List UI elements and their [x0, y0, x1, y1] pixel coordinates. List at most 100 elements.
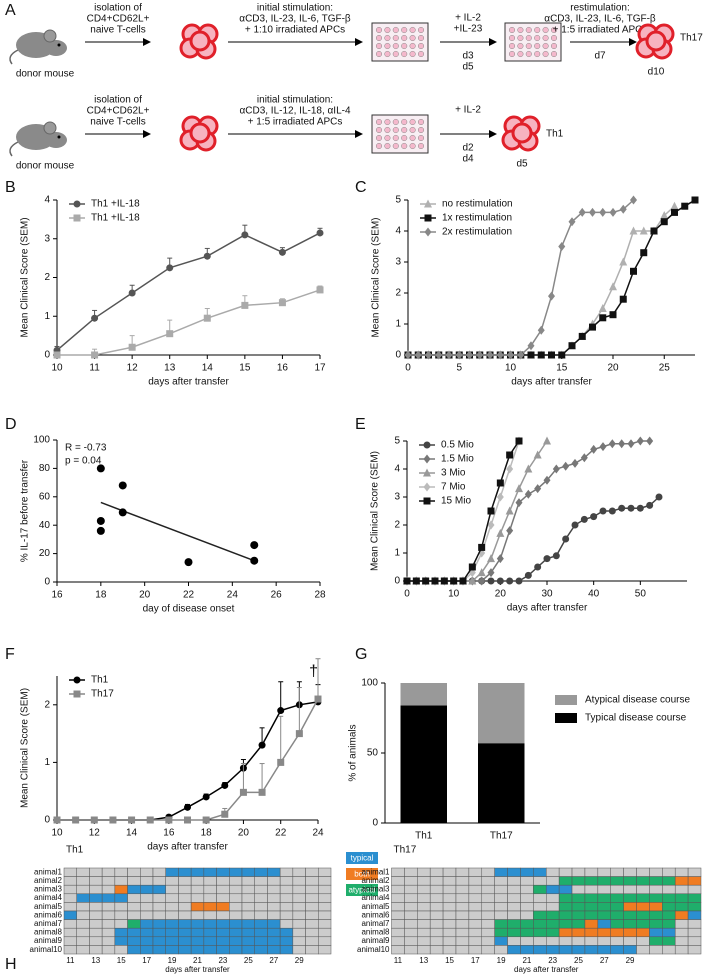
empty-cell [429, 876, 444, 886]
well [392, 34, 399, 42]
x-tick-label: 12 [127, 363, 139, 374]
y-tick-label: 40 [39, 520, 51, 531]
legend-label: typical [351, 854, 374, 863]
marker [450, 577, 458, 585]
marker [424, 227, 432, 237]
cell [687, 910, 702, 920]
panel-letter: E [355, 416, 366, 433]
bar-segment [478, 683, 525, 744]
empty-cell [442, 867, 457, 877]
empty-cell [649, 867, 663, 877]
empty-cell [127, 876, 141, 886]
label: αCD3, IL-12, IL-18, αIL-4 [239, 106, 350, 117]
cell [597, 945, 611, 955]
well [384, 26, 391, 34]
well [384, 34, 391, 42]
bar-segment [478, 743, 525, 823]
row-label: animal9 [34, 936, 63, 945]
empty-cell [674, 927, 689, 938]
empty-cell [89, 884, 103, 895]
marker [487, 520, 495, 530]
empty-cell [63, 927, 77, 938]
empty-cell [533, 876, 547, 886]
cell [165, 927, 179, 938]
x-tick-label: 16 [163, 828, 175, 839]
x-tick-label: 22 [275, 828, 287, 839]
empty-cell [292, 919, 306, 929]
cell-cluster [501, 115, 541, 152]
cell [636, 927, 650, 938]
marker [515, 484, 523, 493]
empty-cell [520, 884, 534, 895]
cell [189, 30, 211, 52]
cell [190, 902, 205, 912]
empty-cell [76, 927, 90, 938]
cell [597, 902, 611, 912]
marker [166, 264, 174, 272]
cell [520, 867, 534, 877]
empty-cell [417, 910, 431, 920]
empty-cell [391, 936, 405, 946]
cell [546, 927, 560, 938]
x-tick-label: 17 [142, 956, 151, 965]
label: CD4+CD62L+ [87, 106, 150, 117]
cell [571, 910, 586, 920]
marker [548, 351, 555, 359]
marker [590, 444, 598, 454]
empty-cell [279, 902, 294, 912]
cell [674, 902, 689, 912]
empty-cell [63, 919, 77, 929]
empty-cell [468, 936, 483, 946]
y-tick-label: 60 [39, 491, 51, 502]
empty-cell [63, 876, 77, 886]
marker [277, 758, 285, 766]
empty-cell [178, 910, 192, 920]
empty-cell [494, 893, 508, 903]
empty-cell [292, 867, 306, 877]
empty-cell [468, 876, 483, 886]
y-tick-label: 2 [394, 520, 400, 531]
cell [674, 893, 689, 903]
empty-cell [391, 902, 405, 912]
cell [63, 910, 77, 920]
empty-cell [305, 919, 319, 929]
empty-cell [687, 884, 702, 895]
y-tick-label: 1 [395, 319, 401, 330]
empty-cell [391, 927, 405, 938]
cell [636, 910, 650, 920]
well [550, 42, 558, 50]
well [384, 126, 391, 134]
empty-cell [89, 945, 103, 955]
cell [584, 876, 599, 886]
panel-letter: D [5, 416, 17, 433]
x-tick-label: 29 [295, 956, 304, 965]
point [118, 508, 127, 517]
empty-cell [584, 884, 599, 895]
cell [127, 927, 141, 938]
empty-cell [318, 884, 332, 895]
cell [267, 927, 281, 938]
empty-cell [165, 876, 179, 886]
empty-cell [89, 936, 103, 946]
cell [152, 945, 166, 955]
cell [241, 919, 255, 929]
marker [424, 199, 432, 208]
panel-letter: C [355, 179, 367, 196]
cell [558, 884, 573, 895]
well [525, 42, 532, 50]
empty-cell [662, 945, 676, 955]
empty-cell [610, 884, 624, 895]
x-tick-label: 14 [202, 363, 214, 374]
empty-cell [455, 876, 470, 886]
cell [571, 927, 586, 938]
empty-cell [507, 893, 521, 903]
empty-cell [229, 884, 243, 895]
point [250, 541, 259, 550]
empty-cell [152, 902, 166, 912]
empty-cell [674, 919, 689, 929]
cell-cluster [179, 23, 219, 60]
empty-cell [404, 936, 418, 946]
cell [649, 876, 663, 886]
empty-cell [152, 910, 166, 920]
empty-cell [584, 867, 599, 877]
